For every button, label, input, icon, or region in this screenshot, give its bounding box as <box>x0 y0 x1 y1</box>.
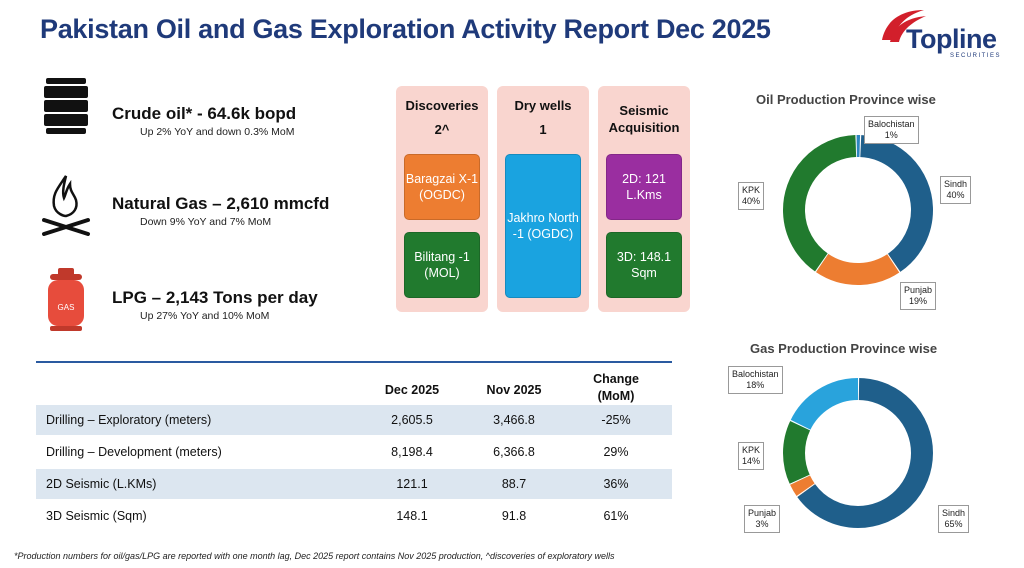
oil-label-kpk: KPK 40% <box>738 182 765 210</box>
oil-chart-title: Oil Production Province wise <box>756 92 936 107</box>
cell-dec: 121.1 <box>396 477 428 491</box>
cell-change: 29% <box>603 445 629 459</box>
cell-dec: 2,605.5 <box>391 413 433 427</box>
donut-slice-sindh <box>783 134 933 285</box>
label-value: 14% <box>742 456 761 466</box>
dry-wells-title: Dry wells <box>514 98 572 113</box>
logo-text: Topline <box>906 24 997 54</box>
gas-label-punjab: Punjab 3% <box>744 505 781 533</box>
table-row: Drilling – Exploratory (meters) 2,605.5 … <box>36 405 672 436</box>
discoveries-panel: Discoveries 2^ Baragzai X-1 (OGDC) Bilit… <box>396 86 488 312</box>
natural-gas-stat: Natural Gas – 2,610 mmcfd Down 9% YoY an… <box>30 172 390 242</box>
company-logo: Topline SECURITIES <box>872 6 1012 66</box>
discoveries-count: 2^ <box>434 122 450 137</box>
label-category: Punjab <box>904 285 933 295</box>
label-value: 40% <box>946 190 965 200</box>
discovery-card: Bilitang -1 (MOL) <box>404 232 480 298</box>
donut-slice-balochistan <box>783 378 933 528</box>
crude-oil-stat: Crude oil* - 64.6k bopd Up 2% YoY and do… <box>30 74 390 144</box>
label-value: 1% <box>884 130 898 140</box>
gas-chart-title: Gas Production Province wise <box>750 341 938 356</box>
campfire-icon <box>42 175 90 236</box>
cell-change: 61% <box>603 509 629 523</box>
svg-text:GAS: GAS <box>58 303 75 312</box>
label-category: Punjab <box>748 508 777 518</box>
gas-cylinder-icon: GAS <box>48 268 84 331</box>
table-row: Drilling – Development (meters) 8,198.4 … <box>36 437 672 468</box>
column-header: Dec 2025 <box>384 383 440 397</box>
column-header: Change (MoM) <box>593 372 639 403</box>
label-category: Balochistan <box>868 119 915 129</box>
label-category: Sindh <box>944 179 968 189</box>
lpg-detail: Up 27% YoY and 10% MoM <box>140 310 270 322</box>
cell-change: -25% <box>601 413 631 427</box>
row-label: Drilling – Exploratory (meters) <box>46 413 212 427</box>
donut-slice-kpk <box>783 134 933 285</box>
logo-swoosh-icon <box>882 10 926 42</box>
natural-gas-headline: Natural Gas – 2,610 mmcfd <box>112 194 330 213</box>
dry-wells-panel: Dry wells 1 Jakhro North -1 (OGDC) <box>497 86 589 312</box>
cell-dec: 8,198.4 <box>391 445 433 459</box>
natural-gas-detail: Down 9% YoY and 7% MoM <box>140 216 272 228</box>
row-label: Drilling – Development (meters) <box>46 445 222 459</box>
footnote: *Production numbers for oil/gas/LPG are … <box>14 551 615 561</box>
label-value: 40% <box>742 196 761 206</box>
crude-oil-headline: Crude oil* - 64.6k bopd <box>112 104 297 123</box>
cell-nov: 88.7 <box>501 477 527 491</box>
table-top-border <box>36 361 672 363</box>
seismic-card: 2D: 121 L.Kms <box>606 154 682 220</box>
table-row: 2D Seismic (L.KMs) 121.1 88.7 36% <box>36 469 672 500</box>
label-value: 3% <box>755 519 769 529</box>
donut-slice-kpk <box>783 378 933 528</box>
label-category: Sindh <box>942 508 966 518</box>
discovery-card: Baragzai X-1 (OGDC) <box>404 154 480 220</box>
seismic-title: Seismic Acquisition <box>608 103 680 135</box>
label-value: 18% <box>746 380 765 390</box>
cell-nov: 6,366.8 <box>493 445 535 459</box>
gas-label-kpk: KPK 14% <box>738 442 765 470</box>
oil-donut-chart <box>782 134 934 286</box>
seismic-panel: Seismic Acquisition 2D: 121 L.Kms 3D: 14… <box>598 86 690 312</box>
oil-label-punjab: Punjab 19% <box>900 282 937 310</box>
dry-well-card: Jakhro North -1 (OGDC) <box>505 154 581 298</box>
cell-nov: 3,466.8 <box>493 413 535 427</box>
oil-barrel-icon <box>44 78 88 134</box>
label-value: 65% <box>944 519 963 529</box>
table-header: Dec 2025 Nov 2025 Change (MoM) <box>36 369 672 413</box>
gas-label-balochistan: Balochistan 18% <box>728 366 783 394</box>
discoveries-title: Discoveries <box>405 98 479 113</box>
label-category: Balochistan <box>732 369 779 379</box>
lpg-stat: GAS LPG – 2,143 Tons per day Up 27% YoY … <box>30 268 390 338</box>
oil-label-balochistan: Balochistan 1% <box>864 116 919 144</box>
label-category: KPK <box>742 185 761 195</box>
label-value: 19% <box>909 296 928 306</box>
logo-subtext: SECURITIES <box>950 53 1002 59</box>
donut-slice-punjab <box>783 134 933 285</box>
seismic-card: 3D: 148.1 Sqm <box>606 232 682 298</box>
cell-dec: 148.1 <box>396 509 428 523</box>
page-title: Pakistan Oil and Gas Exploration Activit… <box>40 14 771 44</box>
row-label: 2D Seismic (L.KMs) <box>46 477 157 491</box>
column-header: Nov 2025 <box>486 383 542 397</box>
oil-label-sindh: Sindh 40% <box>940 176 972 204</box>
gas-donut-chart <box>782 377 934 529</box>
lpg-headline: LPG – 2,143 Tons per day <box>112 288 318 307</box>
row-label: 3D Seismic (Sqm) <box>46 509 147 523</box>
cell-nov: 91.8 <box>501 509 527 523</box>
label-category: KPK <box>742 445 761 455</box>
crude-oil-detail: Up 2% YoY and down 0.3% MoM <box>140 126 295 138</box>
dry-wells-count: 1 <box>539 122 547 137</box>
cell-change: 36% <box>603 477 629 491</box>
gas-label-sindh: Sindh 65% <box>938 505 970 533</box>
table-row: 3D Seismic (Sqm) 148.1 91.8 61% <box>36 501 672 532</box>
